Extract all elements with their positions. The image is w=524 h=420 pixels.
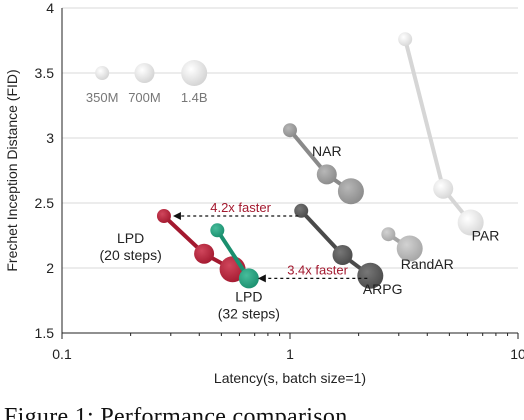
figure-caption-text: Figure 1: Performance comparison [4,404,348,420]
x-axis-title: Latency(s, batch size=1) [214,370,366,386]
data-point [238,268,259,289]
data-point [194,243,215,264]
series-label: LPD [117,230,144,246]
data-point [337,178,364,205]
y-tick-label: 3.5 [35,65,55,81]
y-tick-label: 2.5 [35,195,55,211]
series-label: LPD [235,289,262,305]
series-label: ARPG [363,281,403,297]
data-point [294,203,309,218]
data-point [457,209,484,236]
size-legend-label: 700M [128,90,161,105]
series-label: NAR [312,143,342,159]
size-legend-marker [95,66,110,80]
x-tick-label: 1 [286,346,294,362]
data-point [156,209,171,223]
x-tick-label: 10 [510,346,524,362]
data-point [357,262,384,289]
y-axis-title: Frechet Inception Distance (FID) [4,69,20,271]
data-point [332,245,353,265]
fid-latency-chart: 1.5 2 2.5 3 3.5 4 0.1 1 10 Latency(s, batch size=… [4,0,524,386]
data-point [433,178,454,199]
speedup-label: 4.2x faster [210,200,271,215]
y-tick-label: 1.5 [35,325,55,341]
data-point [396,235,423,262]
y-tick-label: 4 [46,0,54,16]
figure-caption-cropped: Figure 1: Performance comparison [0,400,524,420]
x-tick-label: 0.1 [52,346,72,362]
data-point [210,223,225,238]
size-legend-marker [181,60,208,86]
y-tick-label: 2 [46,260,54,276]
data-point [316,164,337,185]
series-label: PAR [472,228,500,244]
size-legend-label: 350M [86,90,119,105]
y-tick-label: 3 [46,130,54,146]
size-legend-label: 1.4B [181,90,208,105]
data-point [381,227,396,242]
data-point [283,123,297,138]
series-label: RandAR [401,256,454,272]
size-legend-marker [134,63,155,83]
speedup-label: 3.4x faster [287,262,348,277]
series-label: (20 steps) [100,247,162,263]
data-point [398,32,413,47]
series-label: (32 steps) [218,306,280,322]
